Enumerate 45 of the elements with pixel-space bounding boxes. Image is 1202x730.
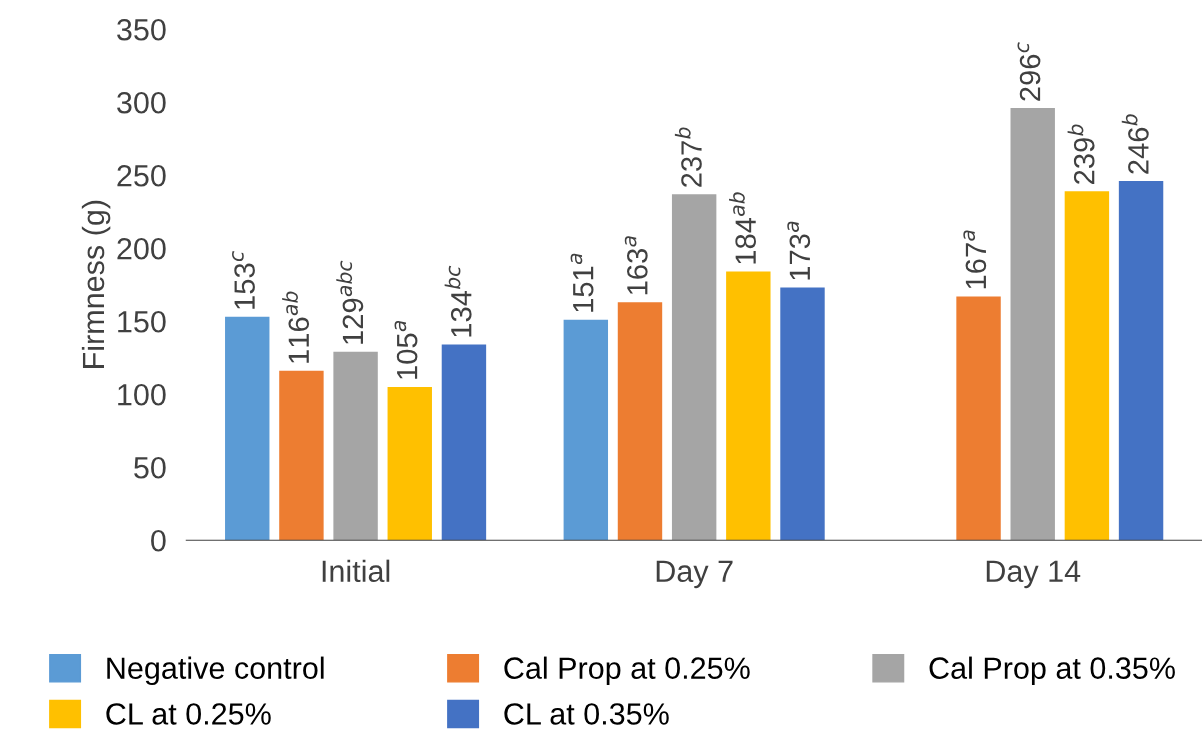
data-label: 153$^{c}$ [232,251,255,309]
bar [387,386,432,541]
bar [780,287,825,541]
bar [333,351,378,541]
legend-label: Cal Prop at 0.35% [929,656,1175,686]
y-axis-title: Firmness (g) [81,200,111,368]
data-label: 116$^{ab}$ [282,291,310,363]
legend-label: CL at 0.25% [106,703,271,725]
legend-label: Cal Prop at 0.25% [504,656,750,686]
legend-label: CL at 0.35% [504,703,669,725]
bar [1064,191,1110,541]
data-label: 239$^{b}$ [1067,124,1095,184]
y-tick-label: 200 [117,237,166,260]
data-label: 129$^{abc}$ [336,260,364,344]
y-tick-label: 350 [117,18,166,41]
x-tick-label: Initial [322,559,390,583]
y-tick-label: 50 [134,456,166,479]
bar [671,194,717,541]
data-label: 105$^{a}$ [394,320,418,379]
bar [1010,108,1055,541]
bar [956,296,1001,541]
bar [225,316,270,541]
y-tick-label: 300 [117,91,166,114]
data-label: 173$^{a}$ [787,221,811,280]
bar [441,344,487,541]
y-tick-label: 250 [117,164,166,187]
data-label: 246$^{b}$ [1121,114,1149,174]
x-tick-label: Day 14 [986,560,1081,589]
bar [617,302,663,541]
legend-label: Negative control [107,656,324,686]
y-tick-label: 100 [118,383,166,406]
bar [279,370,324,541]
bar [563,319,609,541]
data-label: 134$^{bc}$ [444,265,472,337]
bar [1118,181,1164,541]
data-label: 167$^{a}$ [963,230,987,289]
y-tick-label: 0 [151,529,166,552]
data-label: 296$^{c}$ [1017,42,1041,101]
data-label: 163$^{a}$ [624,236,648,295]
bar [726,271,771,541]
x-tick-label: Day 7 [656,560,733,589]
data-label: 151$^{a}$ [570,253,594,312]
data-label: 237$^{b}$ [674,127,702,187]
data-label: 184$^{ab}$ [729,192,756,264]
y-tick-label: 150 [118,310,166,333]
